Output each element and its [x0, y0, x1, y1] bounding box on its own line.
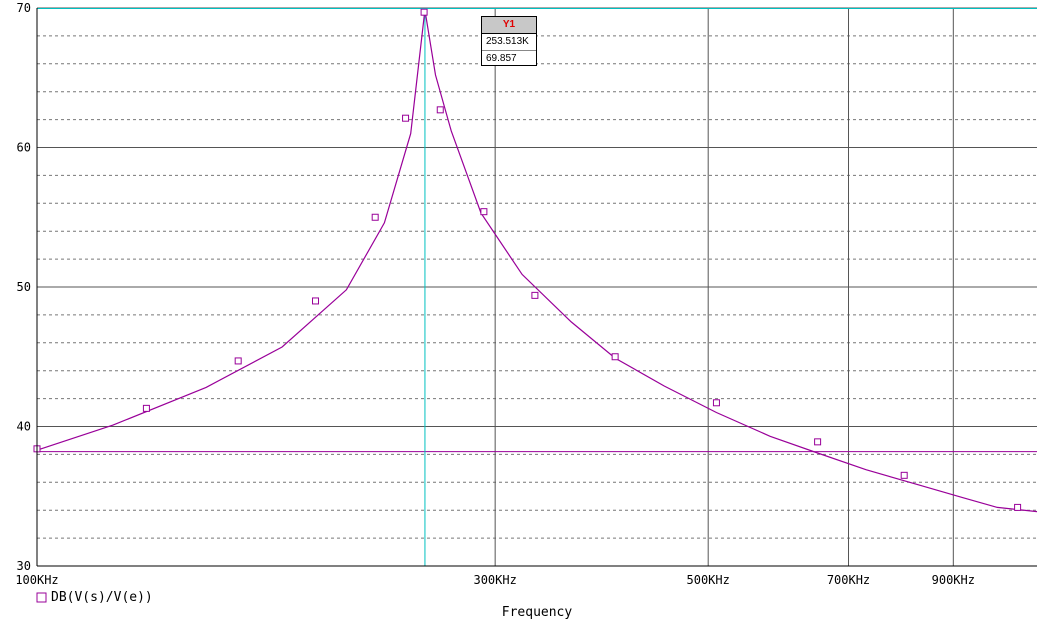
x-tick-label: 900KHz	[932, 573, 975, 587]
data-point	[312, 297, 320, 305]
y-tick-label: 50	[17, 280, 31, 294]
y-tick-label: 60	[17, 141, 31, 155]
legend-marker-icon	[36, 592, 47, 603]
data-point	[142, 404, 150, 412]
data-point	[371, 213, 379, 221]
x-tick-label: 700KHz	[827, 573, 870, 587]
y-tick-label: 30	[17, 559, 31, 573]
plot-frame	[36, 8, 1037, 567]
x-tick-label: 500KHz	[687, 573, 730, 587]
legend: DB(V(s)/V(e))	[36, 590, 153, 605]
data-point	[611, 353, 619, 361]
cursor-name: Y1	[482, 17, 536, 34]
data-point	[480, 208, 488, 216]
x-tick-label: 300KHz	[473, 573, 516, 587]
data-point	[234, 357, 242, 365]
y-tick-labels: 30 40 50 60 70	[17, 1, 31, 573]
data-point	[436, 106, 444, 114]
x-tick-label: 100KHz	[15, 573, 58, 587]
y-tick-label: 70	[17, 1, 31, 15]
data-point	[814, 438, 822, 446]
cursor-line[interactable]	[37, 8, 1037, 566]
grid	[36, 7, 1037, 567]
data-point	[900, 471, 908, 479]
data-point	[402, 114, 410, 122]
cursor-x-value: 253.513K	[482, 34, 536, 51]
series-line	[36, 9, 1038, 513]
data-point	[420, 8, 428, 16]
data-point	[531, 291, 539, 299]
y-tick-label: 40	[17, 420, 31, 434]
data-point	[1014, 503, 1022, 511]
cursor-readout[interactable]: Y1 253.513K 69.857	[481, 16, 537, 66]
x-tick-labels: 100KHz 300KHz 500KHz 700KHz 900KHz	[15, 573, 975, 587]
marker-group	[33, 8, 1022, 511]
data-point	[712, 399, 720, 407]
cursor-y-value: 69.857	[486, 53, 517, 64]
legend-label: DB(V(s)/V(e))	[51, 590, 153, 605]
x-axis-label: Frequency	[502, 605, 573, 620]
series-group	[36, 9, 1038, 513]
